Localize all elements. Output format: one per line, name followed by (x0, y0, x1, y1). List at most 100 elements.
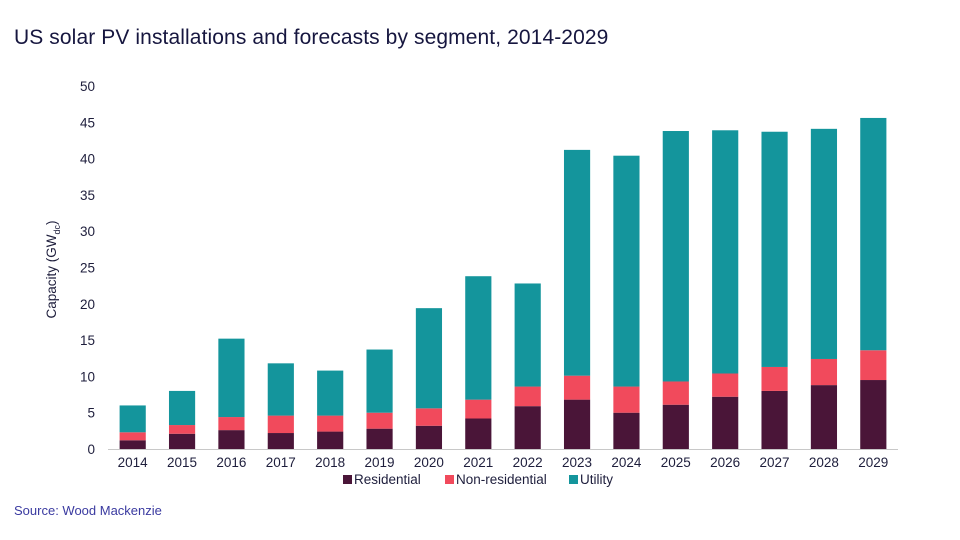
bar-utility-2027 (761, 131, 788, 367)
bar-stack-2017 (267, 363, 294, 449)
x-tick-label: 2020 (414, 455, 444, 470)
x-tick-label: 2017 (266, 455, 296, 470)
bar-residential-2019 (366, 428, 393, 449)
bar-non-residential-2014 (119, 432, 146, 441)
bar-stack-2020 (415, 308, 443, 449)
bar-utility-2020 (415, 308, 443, 409)
bar-utility-2023 (563, 149, 591, 376)
bar-residential-2025 (662, 404, 689, 449)
y-axis-ticks: 0 5 10 15 20 25 30 35 40 45 50 (80, 79, 95, 457)
bar-non-residential-2020 (415, 408, 443, 426)
bar-utility-2022 (514, 283, 541, 387)
bar-utility-2025 (662, 131, 689, 382)
x-tick-label: 2029 (858, 455, 888, 470)
bar-non-residential-2019 (366, 412, 393, 429)
bar-stack-2021 (465, 276, 492, 449)
bar-residential-2028 (810, 385, 838, 449)
legend-swatch (445, 475, 454, 484)
y-tick-label: 35 (80, 188, 95, 203)
bar-residential-2015 (168, 433, 196, 449)
bar-non-residential-2022 (514, 386, 541, 407)
bar-utility-2024 (613, 155, 640, 387)
bar-non-residential-2027 (761, 366, 788, 391)
bar-stack-2019 (366, 349, 393, 449)
bar-residential-2026 (712, 396, 739, 449)
bar-residential-2023 (563, 399, 591, 449)
bar-utility-2028 (810, 128, 838, 359)
x-tick-label: 2025 (661, 455, 691, 470)
bar-residential-2029 (860, 380, 887, 449)
source-note: Source: Wood Mackenzie (14, 503, 162, 518)
bar-utility-2019 (366, 349, 393, 413)
bar-stack-2014 (119, 405, 146, 449)
bar-stack-2024 (613, 155, 640, 449)
x-tick-label: 2027 (760, 455, 790, 470)
chart-title: US solar PV installations and forecasts … (14, 26, 609, 49)
legend: Residential Non-residential Utility (343, 472, 613, 487)
y-axis-label-subscript: dc (52, 224, 62, 234)
bar-stack-2025 (662, 131, 689, 449)
legend-item-residential: Residential (343, 472, 421, 487)
y-axis-title: Capacity (GWdc) (44, 220, 62, 318)
x-tick-label: 2023 (562, 455, 592, 470)
bar-non-residential-2024 (613, 386, 640, 413)
bar-utility-2014 (119, 405, 146, 433)
bar-non-residential-2023 (563, 375, 591, 400)
y-tick-label: 40 (80, 152, 95, 167)
bar-residential-2020 (415, 425, 443, 449)
bar-residential-2027 (761, 390, 788, 449)
x-tick-label: 2019 (365, 455, 395, 470)
bar-stack-2015 (168, 390, 196, 449)
bar-residential-2016 (218, 430, 245, 449)
y-tick-label: 5 (87, 406, 95, 421)
y-tick-label: 25 (80, 261, 95, 276)
bar-non-residential-2021 (465, 399, 492, 419)
bar-residential-2018 (317, 431, 344, 449)
bar-utility-2026 (712, 130, 739, 374)
bar-utility-2015 (168, 390, 196, 426)
x-tick-label: 2028 (809, 455, 839, 470)
bar-non-residential-2026 (712, 373, 739, 397)
bar-stack-2026 (712, 130, 739, 449)
bar-non-residential-2029 (860, 350, 887, 381)
legend-label: Residential (354, 472, 421, 487)
bar-non-residential-2018 (317, 415, 344, 432)
x-tick-label: 2024 (611, 455, 642, 470)
bar-stack-2027 (761, 131, 788, 449)
y-tick-label: 15 (80, 333, 95, 348)
bar-stack-2016 (218, 338, 245, 449)
y-tick-label: 0 (87, 442, 95, 457)
bar-utility-2021 (465, 276, 492, 400)
bar-utility-2016 (218, 338, 245, 418)
bar-utility-2017 (267, 363, 294, 416)
y-tick-label: 30 (80, 224, 95, 239)
x-tick-label: 2014 (118, 455, 149, 470)
bar-residential-2017 (267, 433, 294, 449)
bar-stack-2018 (317, 370, 344, 449)
legend-label: Non-residential (456, 472, 547, 487)
bar-non-residential-2016 (218, 417, 245, 431)
x-axis-ticks: 2014 2015 2016 2017 2018 2019 2020 2021 2022 2023… (118, 455, 889, 470)
x-tick-label: 2022 (513, 455, 543, 470)
bar-stack-2028 (810, 128, 838, 449)
legend-item-non-residential: Non-residential (445, 472, 547, 487)
bar-utility-2018 (317, 370, 344, 416)
x-tick-label: 2021 (463, 455, 493, 470)
x-tick-label: 2015 (167, 455, 197, 470)
x-tick-label: 2026 (710, 455, 740, 470)
bar-non-residential-2025 (662, 381, 689, 405)
bars (119, 117, 887, 449)
bar-stack-2023 (563, 149, 591, 449)
bar-stack-2029 (860, 117, 887, 449)
bar-residential-2021 (465, 418, 492, 449)
legend-label: Utility (580, 472, 613, 487)
bar-non-residential-2015 (168, 425, 196, 434)
bar-non-residential-2028 (810, 358, 838, 386)
bar-non-residential-2017 (267, 415, 294, 434)
y-axis-label-suffix: ) (44, 220, 59, 225)
bar-residential-2014 (119, 440, 146, 449)
y-tick-label: 10 (80, 369, 95, 384)
legend-swatch (569, 475, 578, 484)
y-tick-label: 45 (80, 115, 95, 130)
